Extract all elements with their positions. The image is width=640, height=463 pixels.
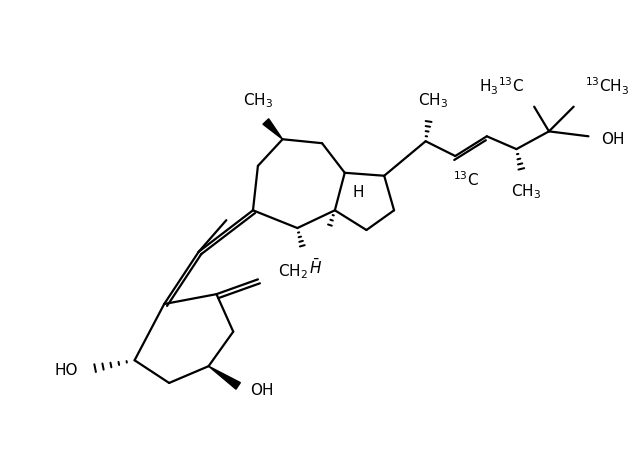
Text: CH$_2$: CH$_2$ xyxy=(278,262,308,281)
Text: H$_3$$^{13}$C: H$_3$$^{13}$C xyxy=(479,75,524,97)
Polygon shape xyxy=(209,366,241,389)
Text: OH: OH xyxy=(601,132,625,147)
Text: $^{13}$CH$_3$: $^{13}$CH$_3$ xyxy=(586,75,630,97)
Text: HO: HO xyxy=(55,363,78,378)
Text: H: H xyxy=(353,185,364,200)
Text: CH$_3$: CH$_3$ xyxy=(419,91,449,110)
Text: CH$_3$: CH$_3$ xyxy=(243,91,273,110)
Polygon shape xyxy=(263,119,283,139)
Text: CH$_3$: CH$_3$ xyxy=(511,183,541,201)
Text: $\bar{H}$: $\bar{H}$ xyxy=(308,257,322,277)
Text: $^{13}$C: $^{13}$C xyxy=(453,170,479,188)
Text: OH: OH xyxy=(250,383,273,398)
